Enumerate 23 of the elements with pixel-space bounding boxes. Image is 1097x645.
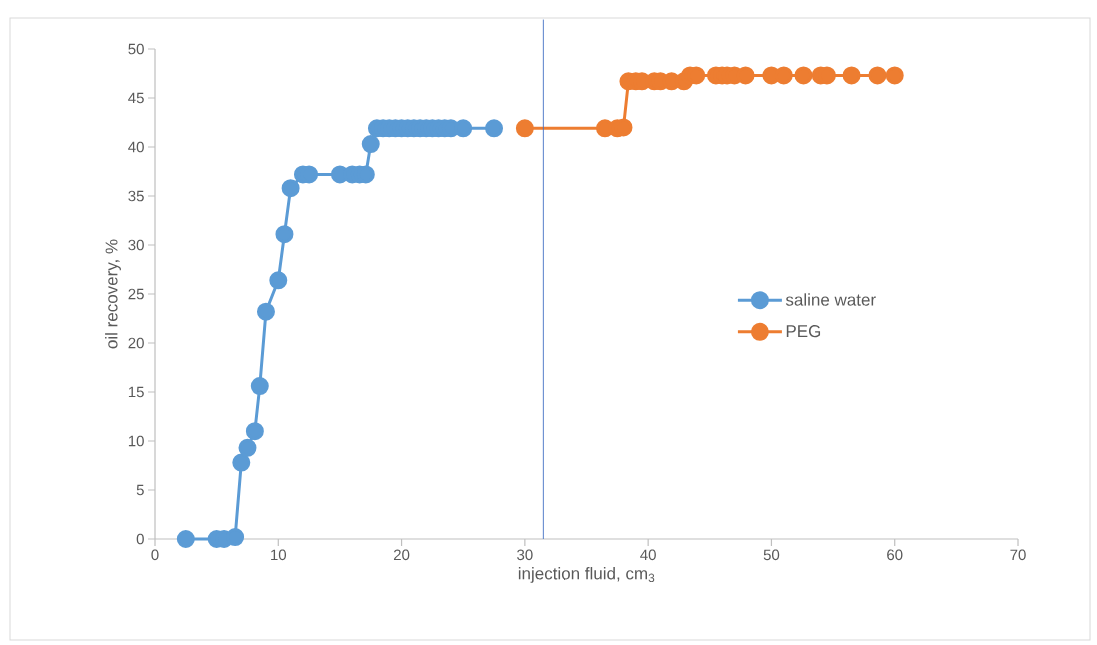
x-tick-label: 0 (151, 549, 159, 561)
x-tick-label: 70 (1010, 549, 1026, 561)
x-tick-label: 50 (763, 549, 780, 561)
legend-label: saline water (785, 293, 876, 306)
y-tick-label: 30 (128, 239, 144, 251)
x-tick-label: 40 (640, 549, 656, 561)
x-axis-title: injection fluid, cm$_{3}$ (518, 567, 655, 583)
y-tick-label: 40 (128, 141, 144, 153)
y-tick-label: 20 (128, 337, 144, 349)
y-tick-label: 0 (136, 533, 144, 545)
y-tick-label: 25 (128, 288, 144, 300)
y-tick-label: 45 (128, 92, 144, 104)
y-tick-label: 10 (128, 435, 144, 447)
x-tick-label: 60 (887, 549, 903, 561)
y-axis-title: oil recovery, % (105, 239, 121, 349)
legend-label: PEG (786, 325, 821, 338)
x-tick-label: 30 (517, 549, 533, 561)
y-tick-label: 15 (128, 386, 144, 398)
y-tick-label: 35 (128, 190, 144, 202)
x-tick-label: 20 (393, 549, 410, 561)
y-tick-label: 5 (136, 484, 144, 496)
y-tick-label: 50 (128, 43, 144, 55)
x-tick-label: 10 (271, 549, 287, 561)
